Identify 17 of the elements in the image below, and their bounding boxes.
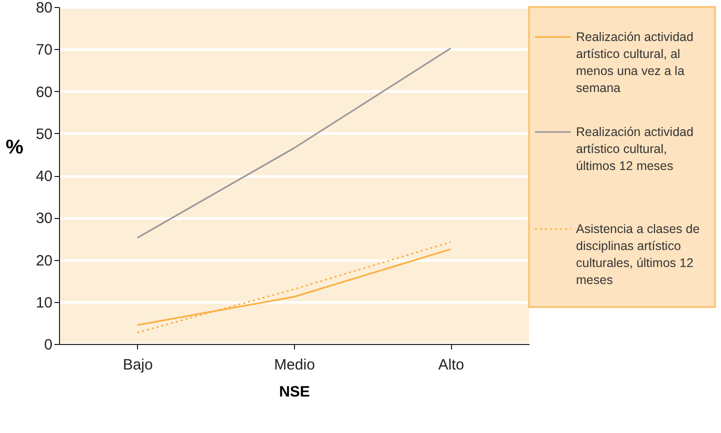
y-tick-label: 30 xyxy=(36,210,52,228)
x-tick-label: Bajo xyxy=(122,356,153,374)
legend-label: Asistencia a clases de disciplinas artístico culturales, últimos 12 meses xyxy=(576,222,700,287)
legend-label: Realización actividad artístico cultural, últimos 12 meses xyxy=(576,125,694,173)
y-axis-title: % xyxy=(6,136,24,158)
y-tick-label: 50 xyxy=(36,126,52,143)
y-tick-label: 60 xyxy=(36,84,52,101)
y-tick-label: 20 xyxy=(36,252,52,270)
y-tick-label: 0 xyxy=(44,336,52,354)
x-axis-title: NSE xyxy=(279,384,310,400)
y-tick-label: 40 xyxy=(36,168,52,185)
y-tick-label: 10 xyxy=(36,294,52,312)
y-tick-label: 80 xyxy=(36,0,52,16)
y-tick-label: 70 xyxy=(36,42,52,59)
x-tick-label: Alto xyxy=(438,356,464,374)
legend-label: Realización actividad artístico cultural, al menos una vez a la semana xyxy=(576,30,694,95)
x-tick-label: Medio xyxy=(274,356,315,374)
